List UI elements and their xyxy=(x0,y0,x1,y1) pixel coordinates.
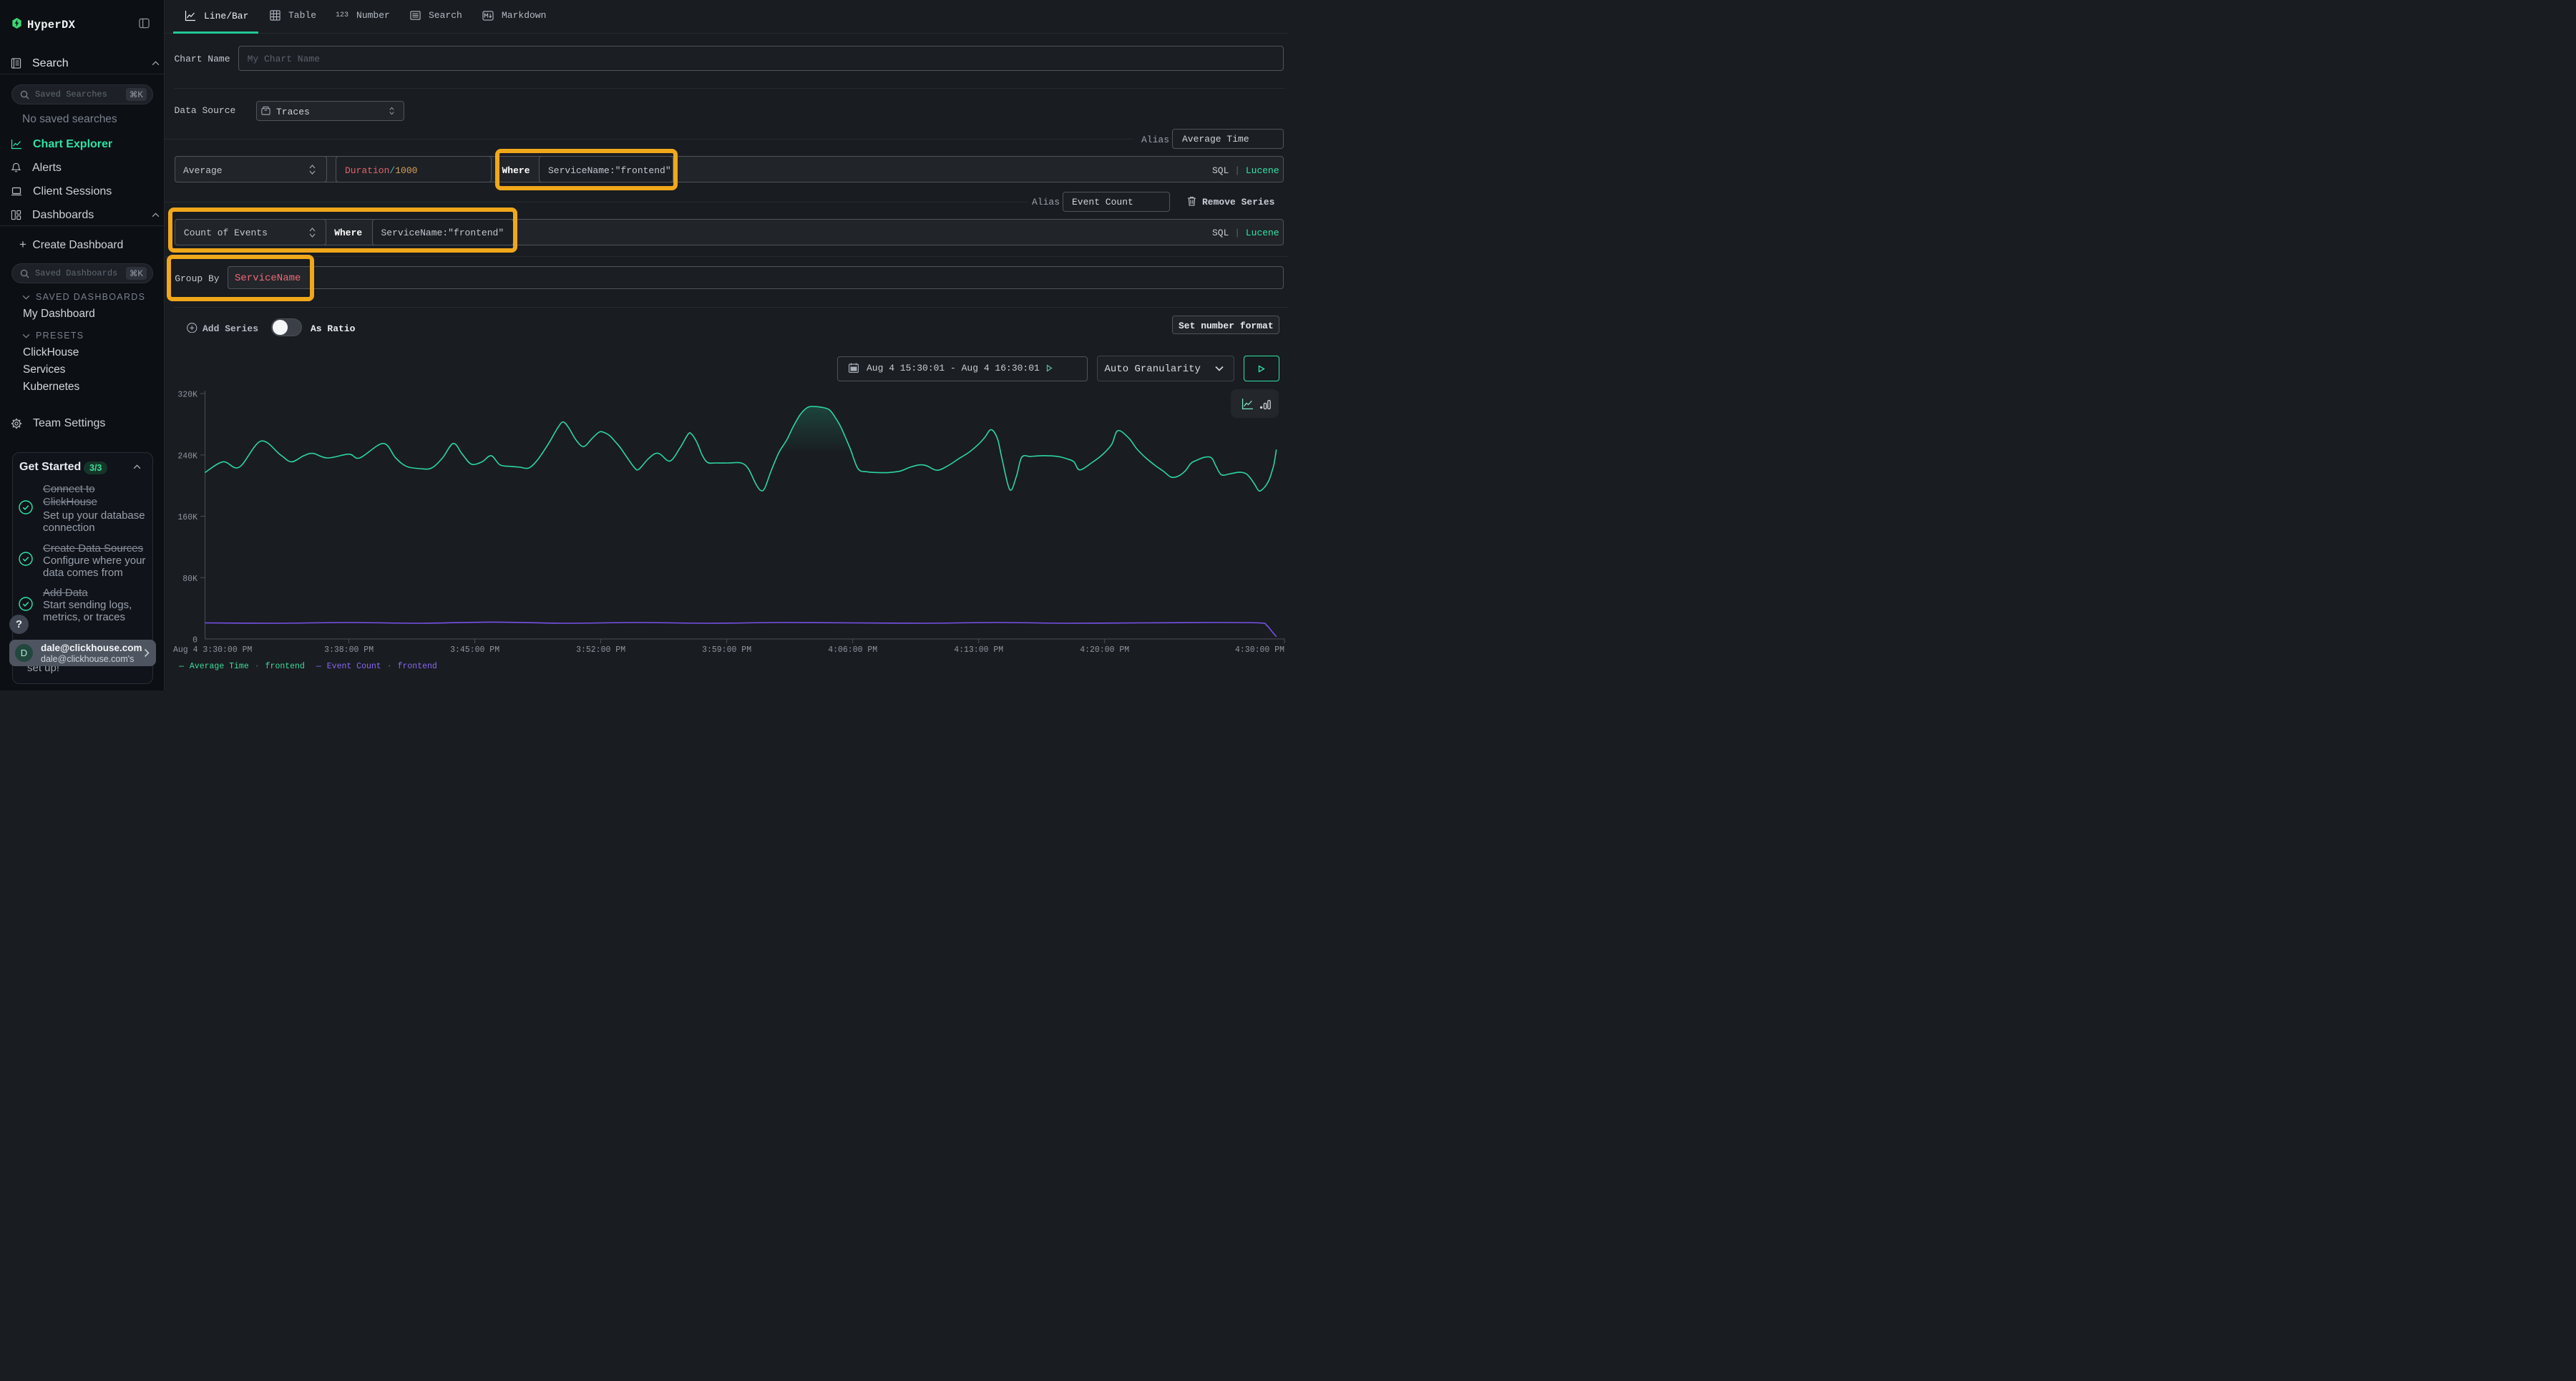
svg-text:240K: 240K xyxy=(177,452,197,461)
svg-text:0: 0 xyxy=(192,636,197,645)
svg-text:3:45:00 PM: 3:45:00 PM xyxy=(450,645,499,655)
svg-text:4:30:00 PM: 4:30:00 PM xyxy=(1235,645,1284,655)
svg-text:160K: 160K xyxy=(177,513,197,522)
svg-text:Aug 4 3:30:00 PM: Aug 4 3:30:00 PM xyxy=(173,645,253,655)
svg-text:4:13:00 PM: 4:13:00 PM xyxy=(954,645,1003,655)
svg-text:3:52:00 PM: 3:52:00 PM xyxy=(576,645,625,655)
svg-text:320K: 320K xyxy=(177,391,197,400)
svg-text:4:20:00 PM: 4:20:00 PM xyxy=(1080,645,1129,655)
svg-text:3:38:00 PM: 3:38:00 PM xyxy=(324,645,374,655)
svg-text:80K: 80K xyxy=(182,575,197,584)
svg-text:4:06:00 PM: 4:06:00 PM xyxy=(828,645,877,655)
svg-text:3:59:00 PM: 3:59:00 PM xyxy=(702,645,751,655)
